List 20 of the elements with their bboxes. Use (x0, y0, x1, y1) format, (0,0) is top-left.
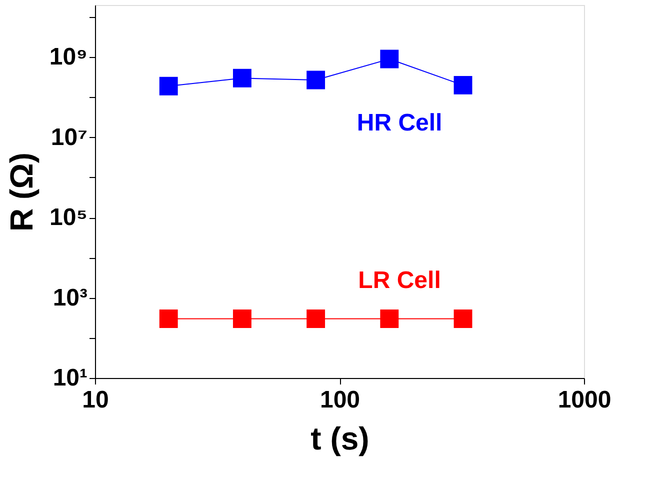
point (380, 50, 399, 68)
series-label: LR Cell (358, 266, 441, 294)
point (306, 70, 326, 90)
y-tick-label: 10³ (52, 284, 88, 312)
point (159, 76, 178, 96)
x-tick-label: 1000 (558, 386, 612, 414)
point (306, 310, 326, 328)
point (454, 310, 472, 328)
y-tick-label: 10⁷ (50, 124, 88, 151)
y-tick-label: 10⁵ (50, 204, 88, 232)
y-tick-label: 10⁹ (49, 44, 88, 71)
point (380, 310, 399, 328)
y-axis-title: R (Ω) (3, 152, 40, 232)
point (232, 68, 252, 88)
series-label: HR Cell (356, 110, 442, 137)
point (232, 310, 252, 328)
point (159, 310, 178, 328)
point (454, 76, 472, 94)
x-axis-title: t (s) (310, 420, 370, 456)
x-tick-label: 100 (320, 386, 360, 414)
